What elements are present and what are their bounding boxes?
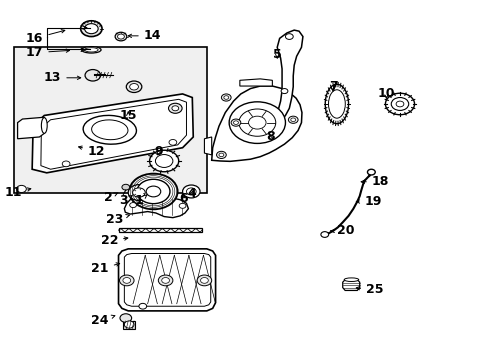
Text: 2: 2 — [104, 191, 118, 204]
Polygon shape — [32, 94, 193, 173]
Circle shape — [122, 184, 129, 190]
Ellipse shape — [91, 120, 128, 140]
Circle shape — [62, 161, 70, 167]
Text: 18: 18 — [361, 175, 388, 188]
Text: 19: 19 — [356, 195, 381, 208]
Circle shape — [129, 174, 177, 210]
Circle shape — [285, 34, 293, 40]
Circle shape — [233, 121, 238, 125]
Circle shape — [146, 186, 161, 197]
Circle shape — [385, 93, 414, 115]
Text: 6: 6 — [179, 192, 187, 205]
Polygon shape — [14, 47, 206, 193]
Text: 15: 15 — [119, 109, 137, 122]
Polygon shape — [124, 253, 210, 306]
Circle shape — [84, 24, 98, 34]
Ellipse shape — [81, 46, 101, 53]
Text: 22: 22 — [101, 234, 127, 247]
Text: 24: 24 — [91, 314, 115, 327]
Circle shape — [229, 102, 285, 143]
Circle shape — [139, 303, 146, 309]
Circle shape — [137, 179, 170, 204]
Polygon shape — [204, 137, 211, 155]
Polygon shape — [124, 196, 188, 218]
Circle shape — [219, 153, 224, 157]
Ellipse shape — [84, 48, 98, 52]
Circle shape — [366, 169, 374, 175]
Circle shape — [168, 103, 182, 113]
Circle shape — [158, 275, 173, 286]
Circle shape — [81, 21, 102, 37]
Text: 21: 21 — [91, 262, 120, 275]
Text: 3: 3 — [120, 194, 132, 207]
Circle shape — [221, 94, 231, 101]
Polygon shape — [118, 249, 215, 311]
Circle shape — [216, 151, 226, 158]
Polygon shape — [211, 86, 302, 161]
Circle shape — [155, 154, 173, 167]
Text: 7: 7 — [328, 80, 337, 93]
Circle shape — [128, 185, 149, 201]
Ellipse shape — [328, 90, 345, 118]
Text: 9: 9 — [154, 145, 163, 158]
Circle shape — [162, 278, 169, 283]
Text: 1: 1 — [135, 194, 146, 207]
Text: 14: 14 — [128, 29, 161, 42]
Circle shape — [149, 150, 178, 172]
Text: 17: 17 — [26, 46, 69, 59]
Circle shape — [122, 278, 130, 283]
Text: 23: 23 — [106, 213, 129, 226]
Circle shape — [132, 188, 145, 197]
Circle shape — [197, 275, 211, 286]
Circle shape — [117, 34, 124, 39]
Polygon shape — [18, 117, 44, 139]
Polygon shape — [277, 30, 302, 120]
Circle shape — [115, 32, 126, 41]
Circle shape — [320, 231, 328, 237]
Circle shape — [129, 203, 136, 208]
Circle shape — [179, 203, 185, 208]
Ellipse shape — [83, 116, 136, 144]
Polygon shape — [123, 320, 135, 329]
Circle shape — [390, 98, 408, 111]
Text: 10: 10 — [377, 87, 394, 100]
Circle shape — [172, 106, 178, 111]
Text: 4: 4 — [187, 187, 196, 200]
Ellipse shape — [41, 118, 47, 134]
Polygon shape — [239, 79, 272, 86]
Circle shape — [169, 139, 176, 145]
Circle shape — [200, 278, 208, 283]
Circle shape — [224, 96, 228, 99]
Polygon shape — [342, 280, 359, 291]
Ellipse shape — [325, 84, 348, 124]
Circle shape — [239, 109, 275, 136]
Circle shape — [288, 116, 298, 123]
Circle shape — [126, 81, 142, 93]
Circle shape — [281, 89, 287, 94]
Text: 16: 16 — [26, 30, 65, 45]
Circle shape — [17, 185, 26, 193]
Circle shape — [85, 69, 101, 81]
Circle shape — [129, 84, 138, 90]
Circle shape — [119, 275, 134, 286]
Text: 11: 11 — [5, 186, 31, 199]
Polygon shape — [41, 99, 186, 169]
Ellipse shape — [344, 278, 358, 282]
Text: 8: 8 — [265, 130, 274, 144]
Text: 13: 13 — [44, 71, 81, 84]
Text: 5: 5 — [272, 48, 281, 61]
Polygon shape — [118, 228, 202, 232]
Circle shape — [290, 118, 295, 122]
Text: 20: 20 — [330, 224, 354, 238]
Text: 12: 12 — [79, 145, 105, 158]
Circle shape — [231, 119, 240, 126]
Circle shape — [120, 314, 131, 322]
Circle shape — [395, 101, 403, 107]
Circle shape — [182, 185, 200, 198]
Circle shape — [124, 321, 134, 328]
Circle shape — [186, 188, 196, 195]
Circle shape — [248, 116, 265, 129]
Text: 25: 25 — [356, 283, 383, 296]
Polygon shape — [264, 120, 275, 132]
